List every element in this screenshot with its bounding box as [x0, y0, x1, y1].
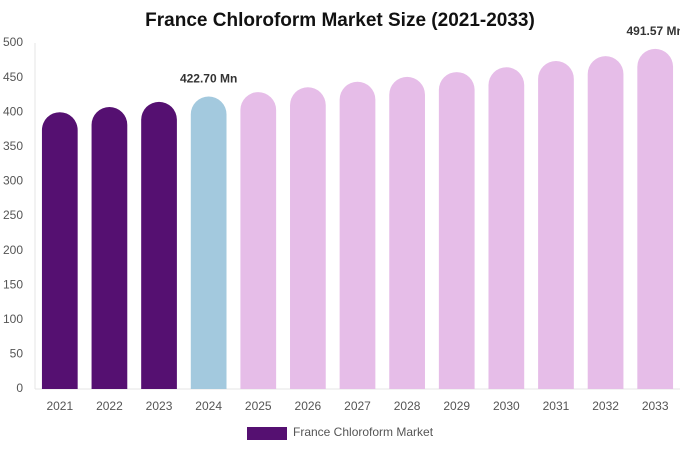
x-tick-label: 2023	[146, 399, 173, 413]
bar	[190, 96, 227, 389]
bar	[91, 107, 128, 389]
chart-title: France Chloroform Market Size (2021-2033…	[145, 10, 535, 31]
x-tick-label: 2029	[443, 399, 470, 413]
y-tick-label: 150	[3, 277, 23, 291]
x-tick-label: 2027	[344, 399, 371, 413]
bar	[41, 112, 78, 389]
bar	[587, 56, 624, 389]
x-tick-label: 2026	[295, 399, 322, 413]
y-tick-label: 100	[3, 312, 23, 326]
x-tick-label: 2028	[394, 399, 421, 413]
bar	[538, 60, 574, 389]
bar	[389, 76, 425, 390]
bar	[290, 87, 326, 389]
bar	[141, 101, 177, 389]
x-tick-label: 2022	[96, 399, 123, 413]
x-tick-label: 2031	[543, 399, 570, 413]
legend-label: France Chloroform Market	[293, 425, 434, 439]
bar	[488, 67, 525, 389]
x-tick-label: 2032	[592, 399, 619, 413]
y-tick-label: 300	[3, 174, 23, 188]
bar	[637, 48, 674, 390]
y-tick-label: 400	[3, 104, 23, 118]
y-tick-label: 450	[3, 70, 23, 84]
y-tick-label: 50	[10, 347, 24, 361]
x-tick-label: 2030	[493, 399, 520, 413]
y-tick-label: 500	[3, 35, 23, 49]
y-tick-label: 0	[16, 381, 23, 395]
x-tick-label: 2025	[245, 399, 272, 413]
x-tick-label: 2024	[195, 399, 222, 413]
y-tick-label: 350	[3, 139, 23, 153]
value-label: 491.57 Mn	[627, 24, 680, 38]
y-tick-label: 200	[3, 243, 23, 257]
x-tick-label: 2033	[642, 399, 669, 413]
bar	[438, 72, 475, 389]
bar	[240, 92, 277, 389]
y-tick-label: 250	[3, 208, 23, 222]
value-label: 422.70 Mn	[180, 72, 237, 86]
legend-swatch	[247, 427, 287, 440]
bar	[339, 81, 376, 389]
x-tick-label: 2021	[46, 399, 73, 413]
